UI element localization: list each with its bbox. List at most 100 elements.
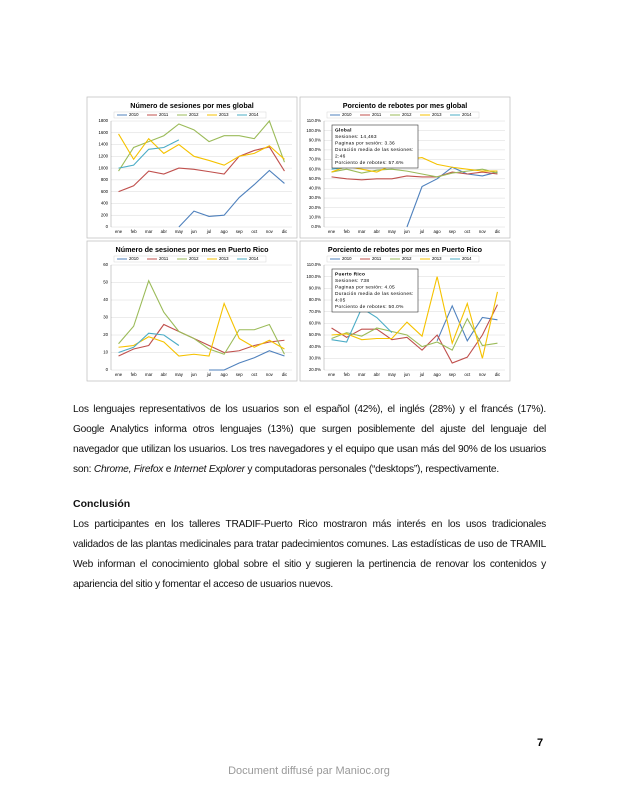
- x-tick-label: ago: [221, 372, 229, 377]
- y-tick-label: 50.0%: [309, 332, 321, 337]
- x-tick-label: abr: [161, 372, 168, 377]
- series-line: [118, 323, 285, 357]
- legend-label: 2014: [462, 256, 472, 261]
- annotation-text: Sesiones: 14,463: [335, 134, 377, 140]
- annotation-text: Duración media de las sesiones:: [335, 147, 414, 153]
- x-tick-label: ene: [328, 372, 336, 377]
- y-tick-label: 1600: [98, 130, 108, 135]
- x-tick-label: oct: [464, 229, 471, 234]
- y-tick-label: 200: [101, 212, 109, 217]
- annotation-box: [331, 268, 419, 313]
- x-tick-label: feb: [344, 229, 351, 234]
- x-tick-label: ene: [115, 229, 123, 234]
- annotation-text: Porciento de rebotes: 50.0%: [335, 304, 404, 310]
- x-tick-label: feb: [131, 229, 138, 234]
- chart-title: Porciento de rebotes por mes en Puerto R…: [328, 245, 483, 254]
- x-tick-label: nov: [266, 372, 274, 377]
- x-tick-label: jul: [419, 372, 424, 377]
- y-tick-label: 30.0%: [309, 355, 321, 360]
- legend-label: 2012: [402, 256, 412, 261]
- series-line: [331, 317, 498, 351]
- x-tick-label: abr: [161, 229, 168, 234]
- annotation-text: Sesiones: 738: [335, 278, 369, 284]
- legend: [326, 255, 480, 263]
- y-tick-label: 70.0%: [309, 157, 321, 162]
- legend-label: 2011: [159, 112, 169, 117]
- series-line: [331, 171, 498, 181]
- chart-title: Número de sesiones por mes global: [130, 101, 253, 110]
- y-tick-label: 50: [103, 280, 108, 285]
- x-tick-label: mar: [358, 229, 366, 234]
- series-line: [331, 304, 498, 364]
- legend-label: 2014: [249, 112, 259, 117]
- y-tick-label: 40.0%: [309, 186, 321, 191]
- text: Los lenguajes representativos de los usu…: [73, 404, 546, 475]
- annotation-box: [331, 124, 419, 169]
- series-line: [331, 168, 498, 178]
- y-tick-label: 60.0%: [309, 166, 321, 171]
- paragraph: Los lenguajes representativos de los usu…: [73, 400, 546, 480]
- x-tick-label: ago: [434, 372, 442, 377]
- footer: Document diffusé par Manioc.org: [228, 765, 390, 777]
- legend-label: 2011: [372, 256, 382, 261]
- legend-label: 2012: [189, 256, 199, 261]
- legend: [113, 255, 267, 263]
- series-line: [118, 139, 180, 169]
- y-tick-label: 20: [103, 332, 108, 337]
- annotation-text: Paginas por sesión: 4.05: [335, 284, 395, 290]
- y-tick-label: 80.0%: [309, 297, 321, 302]
- x-tick-label: mar: [145, 372, 153, 377]
- x-tick-label: mar: [145, 229, 153, 234]
- x-tick-label: oct: [251, 372, 258, 377]
- legend-label: 2012: [189, 112, 199, 117]
- chart-title: Número de sesiones por mes en Puerto Ric…: [116, 245, 270, 254]
- y-tick-label: 40: [103, 297, 108, 302]
- y-tick-label: 80.0%: [309, 147, 321, 152]
- x-tick-label: nov: [479, 372, 487, 377]
- annotation-text: Duración media de las sesiones:: [335, 291, 414, 297]
- page-number: 7: [537, 737, 544, 749]
- x-tick-label: abr: [374, 372, 381, 377]
- series-line: [118, 133, 285, 166]
- y-tick-label: 20.0%: [309, 205, 321, 210]
- annotation-text: 4:05: [335, 297, 346, 303]
- x-tick-label: jul: [206, 372, 211, 377]
- x-tick-label: dic: [282, 372, 288, 377]
- y-tick-label: 90.0%: [309, 285, 321, 290]
- y-tick-label: 110.0%: [307, 262, 321, 267]
- x-tick-label: jun: [403, 229, 410, 234]
- y-tick-label: 1000: [98, 165, 108, 170]
- x-tick-label: dic: [495, 229, 501, 234]
- text: ,: [128, 464, 134, 475]
- y-tick-label: 0: [106, 367, 109, 372]
- legend-label: 2014: [249, 256, 259, 261]
- x-tick-label: ago: [221, 229, 229, 234]
- heading: Conclusión: [73, 498, 131, 510]
- x-tick-label: oct: [251, 229, 258, 234]
- text: Internet Explorer: [173, 464, 245, 475]
- y-tick-label: 30.0%: [309, 195, 321, 200]
- y-tick-label: 70.0%: [309, 309, 321, 314]
- text: e: [163, 464, 174, 475]
- legend-label: 2011: [159, 256, 169, 261]
- y-tick-label: 60.0%: [309, 320, 321, 325]
- x-tick-label: nov: [479, 229, 487, 234]
- x-tick-label: ene: [115, 372, 123, 377]
- y-tick-label: 40.0%: [309, 344, 321, 349]
- x-tick-label: ago: [434, 229, 442, 234]
- annotation-text: Puerto Rico: [335, 271, 365, 277]
- legend-label: 2010: [342, 112, 352, 117]
- series-line: [118, 301, 285, 357]
- text: Firefox: [133, 464, 164, 475]
- y-tick-label: 400: [101, 201, 109, 206]
- legend-label: 2010: [342, 256, 352, 261]
- paragraph: Los participantes en los talleres TRADIF…: [73, 519, 546, 590]
- legend-label: 2014: [462, 112, 472, 117]
- series-line: [209, 350, 285, 371]
- x-tick-label: jun: [403, 372, 410, 377]
- legend: [326, 111, 480, 119]
- x-tick-label: feb: [344, 372, 351, 377]
- y-tick-label: 60: [103, 262, 108, 267]
- series-line: [118, 332, 180, 354]
